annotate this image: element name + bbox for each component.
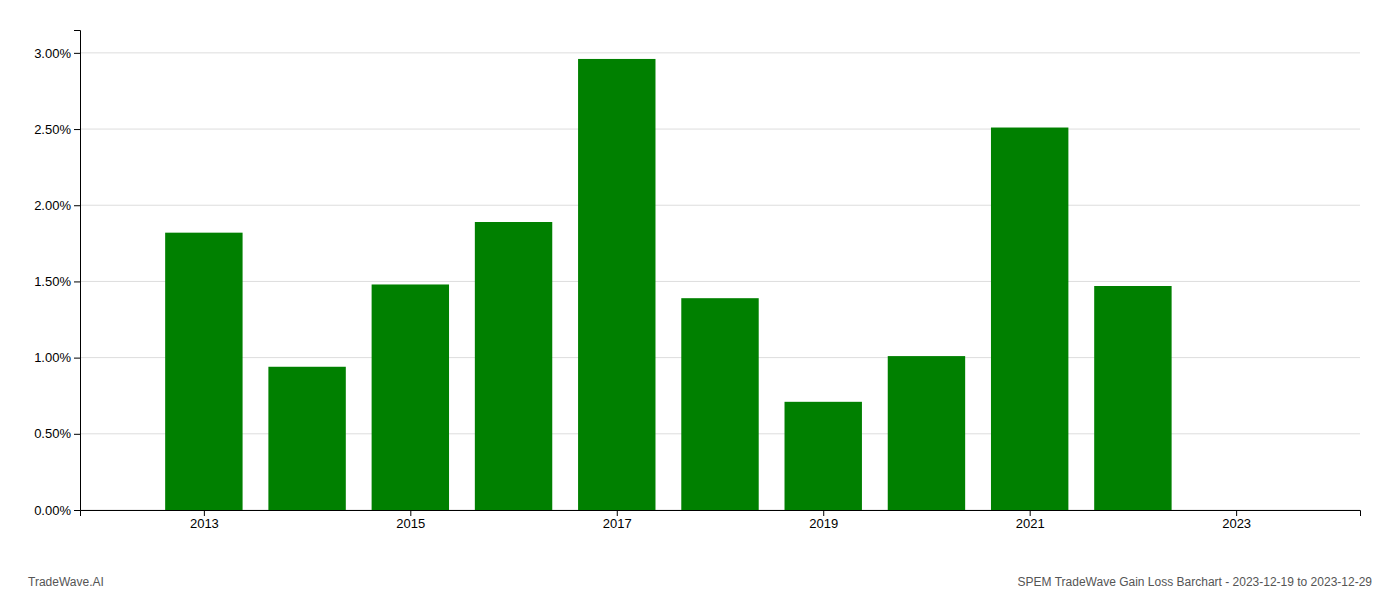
grid-line: [80, 281, 1360, 282]
y-tick-mark: [74, 53, 80, 54]
x-tick-label: 2015: [396, 516, 425, 531]
y-tick-label: 2.50%: [34, 122, 71, 137]
bar: [475, 222, 552, 510]
y-axis-line: [74, 31, 81, 511]
bar: [888, 356, 965, 510]
bar: [268, 367, 345, 510]
grid: [80, 53, 1360, 510]
y-tick: 3.00%: [34, 46, 80, 61]
x-tick-mark: [410, 510, 411, 516]
y-tick-mark: [74, 205, 80, 206]
y-tick-label: 0.00%: [34, 503, 71, 518]
y-tick: 1.50%: [34, 274, 80, 289]
x-tick-label: 2023: [1222, 516, 1251, 531]
x-tick-label: 2021: [1016, 516, 1045, 531]
y-tick-mark: [74, 358, 80, 359]
y-tick-label: 1.00%: [34, 350, 71, 365]
x-tick-mark: [617, 510, 618, 516]
x-tick-label: 2013: [190, 516, 219, 531]
x-tick-label: 2019: [809, 516, 838, 531]
footer: TradeWave.AI SPEM TradeWave Gain Loss Bar…: [28, 575, 1372, 589]
bar: [991, 128, 1068, 510]
x-tick-label: 2017: [603, 516, 632, 531]
x-tick-mark: [1030, 510, 1031, 516]
x-tick-mark: [823, 510, 824, 516]
grid-line: [80, 52, 1360, 53]
y-tick: 2.50%: [34, 122, 80, 137]
x-tick: 2017: [603, 510, 632, 531]
y-axis: 0.00% 0.50% 1.00% 1.50% 2.00% 2.50% 3.00%: [34, 31, 80, 518]
x-tick: 2023: [1222, 510, 1251, 531]
y-tick-label: 2.00%: [34, 198, 71, 213]
bar: [372, 284, 449, 510]
x-axis: 2013 2015 2017 2019 2021 2023: [81, 510, 1361, 531]
chart-svg: 2013 2015 2017 2019 2021 2023 0.00% 0.50% 1.00% 1…: [0, 0, 1400, 600]
y-tick-label: 3.00%: [34, 46, 71, 61]
x-tick-mark: [1236, 510, 1237, 516]
y-tick-mark: [74, 129, 80, 130]
chart-container: 2013 2015 2017 2019 2021 2023 0.00% 0.50% 1.00% 1…: [0, 0, 1400, 600]
bar: [578, 59, 655, 510]
x-axis-line: [81, 511, 1361, 517]
plot-area: 2013 2015 2017 2019 2021 2023 0.00% 0.50% 1.00% 1…: [34, 31, 1360, 532]
footer-text: SPEM TradeWave Gain Loss Barchart - 2023…: [1018, 575, 1373, 589]
x-tick: 2013: [190, 510, 219, 531]
y-tick: 0.00%: [34, 503, 80, 518]
y-tick-mark: [74, 434, 80, 435]
y-tick-label: 1.50%: [34, 274, 71, 289]
x-tick-mark: [204, 510, 205, 516]
x-tick: 2019: [809, 510, 838, 531]
y-tick-label: 0.50%: [34, 426, 71, 441]
x-tick: 2015: [396, 510, 425, 531]
bar: [681, 298, 758, 510]
grid-line: [80, 205, 1360, 206]
y-tick: 1.00%: [34, 350, 80, 365]
bars: [165, 59, 1171, 510]
bar: [165, 233, 242, 510]
y-tick: 0.50%: [34, 426, 80, 441]
bar: [1094, 286, 1171, 510]
bar: [785, 402, 862, 510]
y-tick-mark: [74, 510, 80, 511]
x-tick: 2021: [1016, 510, 1045, 531]
grid-line: [80, 129, 1360, 130]
footer-text: TradeWave.AI: [28, 575, 104, 589]
y-tick-mark: [74, 281, 80, 282]
y-tick: 2.00%: [34, 198, 80, 213]
